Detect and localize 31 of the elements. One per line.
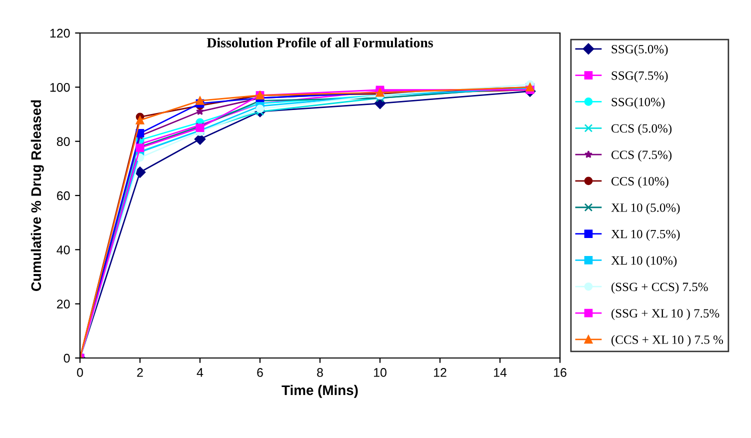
legend-label: XL 10 (10%) <box>611 256 677 268</box>
y-tick-label: 20 <box>57 300 70 308</box>
y-tick-label: 60 <box>57 191 70 200</box>
legend-label: (CCS + XL 10 ) 7.5 % <box>612 335 724 346</box>
x-tick-label: 8 <box>317 368 323 377</box>
legend-label: (SSG + CCS) 7.5% <box>612 282 708 294</box>
x-tick-label: 2 <box>137 368 143 377</box>
x-tick-label: 10 <box>374 368 386 377</box>
legend-label: (SSG + XL 10 ) 7.5% <box>612 308 720 320</box>
x-tick-label: 16 <box>554 368 566 377</box>
legend-label: CCS (7.5%) <box>611 150 672 162</box>
x-tick-label: 12 <box>434 368 446 377</box>
y-axis-title: Cumulative % Drug Released <box>30 100 44 292</box>
y-tick-label: 100 <box>50 82 70 92</box>
x-tick-label: 4 <box>196 368 204 377</box>
x-tick-label: 6 <box>257 368 263 377</box>
y-tick-label: 0 <box>64 354 70 363</box>
x-tick-label: 14 <box>494 368 507 377</box>
legend-label: CCS (5.0%) <box>611 124 672 136</box>
y-tick-label: 120 <box>50 28 70 38</box>
x-axis-title: Time (Mins) <box>282 384 358 398</box>
chart-title: Dissolution Profile of all Formulations <box>206 38 433 48</box>
legend-label: XL 10 (5.0%) <box>611 203 680 214</box>
x-tick-label: 0 <box>77 368 83 377</box>
legend-label: SSG(10%) <box>612 97 665 109</box>
y-tick-label: 40 <box>56 245 70 254</box>
legend-label: SSG(7.5%) <box>612 71 668 82</box>
legend-label: CCS (10%) <box>611 176 668 188</box>
y-tick-label: 80 <box>56 137 70 146</box>
legend-label: SSG(5.0%) <box>612 44 668 56</box>
legend-label: XL 10 (7.5%) <box>611 229 680 241</box>
